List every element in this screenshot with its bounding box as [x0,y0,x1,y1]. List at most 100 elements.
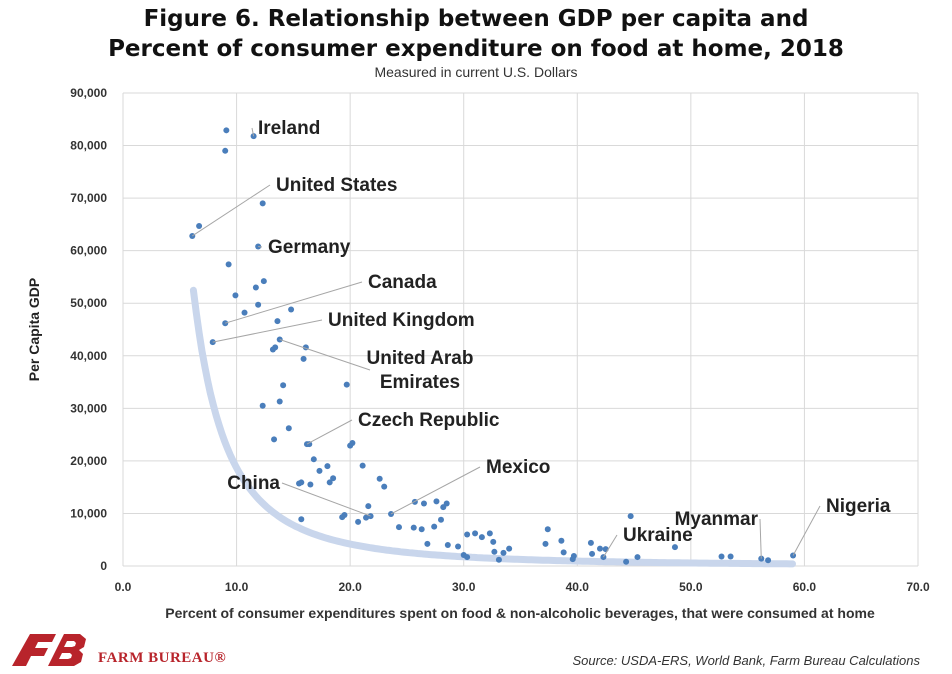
farm-bureau-fb-icon [12,634,86,666]
data-point [381,483,388,490]
data-point [587,539,594,546]
annotation-label: Ukraine [623,525,693,546]
data-point [343,381,350,388]
data-point [355,518,362,525]
annotation-leader [258,245,263,248]
data-point [274,318,281,325]
data-point [376,475,383,482]
source-note: Source: USDA-ERS, World Bank, Farm Burea… [572,653,920,668]
annotation-leader [212,319,323,343]
data-point [506,545,513,552]
annotation-label: Nigeria [826,496,891,517]
data-point [455,543,462,550]
data-point [623,558,630,565]
data-point [296,480,303,487]
data-point [260,278,267,285]
annotation-leader [192,184,271,237]
farm-bureau-logo: FARM BUREAU® [8,630,248,668]
data-point [347,442,354,449]
y-tick-label: 90,000 [70,86,107,100]
annotation-label: Myanmar [675,509,759,530]
data-point [252,284,259,291]
data-point [727,553,734,560]
x-tick-label: 20.0 [338,580,362,594]
chart-title-line-1: Figure 6. Relationship between GDP per c… [143,6,809,32]
data-point [225,261,232,268]
data-point [276,398,283,405]
data-point [222,147,229,154]
data-point [300,355,307,362]
x-tick-label: 0.0 [115,580,132,594]
data-point [269,346,276,353]
data-point [420,500,427,507]
data-point [395,524,402,531]
data-point [490,538,497,545]
data-point [410,524,417,531]
data-point [341,512,348,519]
data-point [316,467,323,474]
data-point [671,544,678,551]
data-point [255,301,262,308]
data-point [560,549,567,556]
data-point [444,541,451,548]
annotation-leader [279,339,371,371]
farm-bureau-logo-text: FARM BUREAU® [98,650,227,666]
x-axis-label: Percent of consumer expenditures spent o… [165,605,875,621]
annotation-leader [225,281,363,324]
data-point [241,309,248,316]
data-point [259,200,266,207]
annotation-label: Germany [268,237,351,258]
y-tick-label: 70,000 [70,191,107,205]
data-point [324,463,331,470]
y-tick-label: 20,000 [70,454,107,468]
y-tick-label: 50,000 [70,296,107,310]
data-point [307,481,314,488]
y-tick-label: 80,000 [70,139,107,153]
annotation-label: China [227,473,280,494]
data-point [330,475,337,482]
data-point [500,549,507,556]
data-point [310,456,317,463]
data-point [259,402,266,409]
data-point [424,540,431,547]
data-point [288,306,295,313]
data-point [627,513,634,520]
annotation-leader [281,482,371,517]
annotation-label: Ireland [258,118,320,139]
data-point [491,548,498,555]
annotation-leader [251,127,255,137]
annotation-label: Czech Republic [358,410,500,431]
data-point [486,530,493,537]
annotation-label: Emirates [380,372,460,393]
data-point [542,540,549,547]
annotation-leader [792,505,821,556]
data-point [431,523,438,530]
data-point [365,503,372,510]
data-point [440,504,447,511]
data-point [359,462,366,469]
annotation-label: United Kingdom [328,310,475,331]
data-point [285,425,292,432]
data-point [363,514,370,521]
chart-title-line-2: Percent of consumer expenditure on food … [108,36,844,62]
annotation-label: United States [276,175,397,196]
data-point [464,554,471,561]
data-point [196,222,203,229]
y-tick-label: 10,000 [70,506,107,520]
y-tick-label: 40,000 [70,349,107,363]
annotation-label: Mexico [486,457,550,478]
data-point [558,537,565,544]
data-point [271,436,278,443]
x-tick-label: 70.0 [906,580,930,594]
annotation-leader [390,466,481,515]
annotation-leader [306,419,353,445]
data-point [418,526,425,533]
data-point [464,531,471,538]
y-tick-label: 60,000 [70,244,107,258]
data-point [718,553,725,560]
x-tick-label: 40.0 [566,580,590,594]
data-point [326,479,333,486]
data-point [597,545,603,552]
chart-title: Figure 6. Relationship between GDP per c… [0,4,952,64]
data-point [569,556,576,563]
